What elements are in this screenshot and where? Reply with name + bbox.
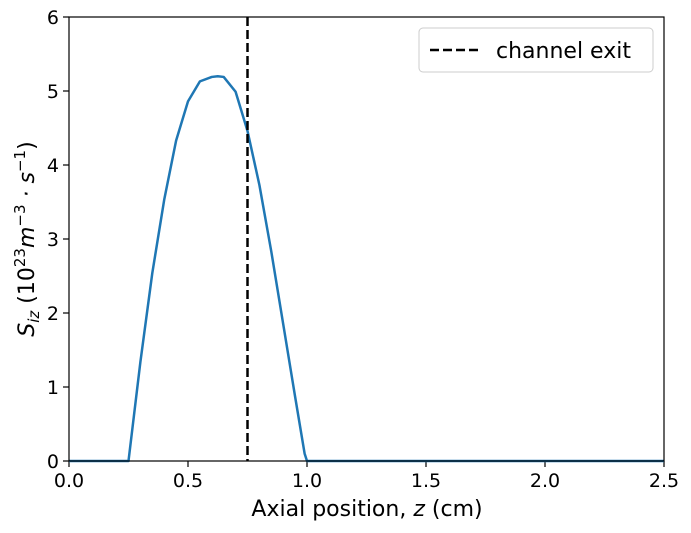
y-tick-label: 1: [47, 377, 59, 399]
y-tick-label: 2: [47, 303, 59, 325]
y-tick-label: 3: [47, 229, 59, 251]
y-axis-label-part4: ): [15, 141, 40, 150]
y-axis-label: Siz (1023m−3 · s−1): [11, 141, 43, 336]
x-tick-label: 0.5: [173, 470, 203, 492]
x-tick-label: 0.0: [54, 470, 84, 492]
y-axis-label-part1: (10: [15, 267, 40, 311]
x-axis-label-text: Axial position,: [251, 497, 413, 522]
series-layer: [69, 74, 664, 463]
y-axis-label-part3: · s: [15, 172, 40, 204]
legend-box: [418, 27, 654, 73]
x-tick-label: 1.5: [411, 470, 441, 492]
x-tick-label: 2.5: [649, 470, 679, 492]
y-axis-label-var: S: [15, 323, 40, 337]
x-axis-label-unit: (cm): [425, 497, 483, 522]
legend-label-channel-exit: channel exit: [496, 39, 631, 64]
plot-area: [69, 17, 664, 461]
legend: channel exit: [418, 27, 654, 73]
x-tick-label: 1.0: [292, 470, 322, 492]
x-axis-label: Axial position, z (cm): [251, 497, 482, 522]
y-tick-label: 4: [47, 155, 59, 177]
series-line: [69, 74, 664, 463]
y-axis-label-exp3: −1: [11, 150, 29, 172]
y-axis-label-part2: m: [15, 227, 40, 248]
y-axis-label-exp1: 23: [11, 248, 29, 267]
x-tick-label: 2.0: [530, 470, 560, 492]
y-axis-label-exp2: −3: [11, 204, 29, 226]
plot-frame: [68, 16, 665, 462]
tick-labels: 0.0 0.5 1.0 1.5 2.0 2.5 0 1 2 3 4 5 6: [47, 7, 679, 492]
y-axis-label-sub: iz: [25, 310, 43, 323]
y-tick-label: 5: [47, 81, 59, 103]
y-tick-label: 0: [47, 451, 59, 473]
x-axis-label-var: z: [412, 497, 425, 522]
y-tick-label: 6: [47, 7, 59, 29]
